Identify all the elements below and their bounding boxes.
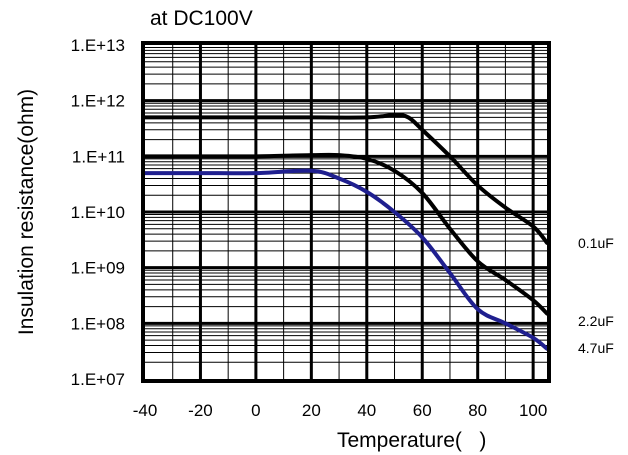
series-line-2.2uF bbox=[143, 152, 549, 316]
series-label-2.2uF: 2.2uF bbox=[578, 313, 614, 329]
x-tick-label: -40 bbox=[133, 401, 158, 420]
series-label-0.1uF: 0.1uF bbox=[578, 235, 614, 251]
y-tick-label: 1.E+13 bbox=[71, 36, 125, 55]
x-tick-label: 80 bbox=[468, 401, 487, 420]
y-tick-label: 1.E+10 bbox=[71, 203, 125, 222]
y-axis-title: Insulation resistance(ohm) bbox=[15, 89, 38, 335]
y-tick-label: 1.E+09 bbox=[71, 259, 125, 278]
y-tick-label: 1.E+07 bbox=[71, 370, 125, 389]
x-axis-title: Temperature( ) bbox=[337, 429, 486, 452]
chart-title: at DC100V bbox=[150, 7, 253, 30]
y-tick-label: 1.E+08 bbox=[71, 314, 125, 333]
x-tick-label: 60 bbox=[413, 401, 432, 420]
y-tick-label: 1.E+11 bbox=[72, 147, 125, 166]
y-tick-label: 1.E+12 bbox=[71, 92, 125, 111]
x-tick-label: -20 bbox=[188, 401, 213, 420]
series-label-4.7uF: 4.7uF bbox=[578, 340, 614, 356]
plot-frame bbox=[141, 41, 551, 383]
x-tick-label: 40 bbox=[357, 401, 376, 420]
series-line-0.1uF bbox=[143, 113, 549, 245]
grid bbox=[145, 45, 547, 379]
x-tick-label: 100 bbox=[519, 401, 547, 420]
tick-labels: -40 -20 0 20 40 60 80 100 1.E+07 1.E+08 1.E+09 1.E+… bbox=[71, 36, 548, 420]
x-tick-label: 20 bbox=[302, 401, 321, 420]
series-labels: 0.1uF 2.2uF 4.7uF bbox=[578, 235, 614, 356]
x-tick-label: 0 bbox=[251, 401, 260, 420]
series-line-4.7uF bbox=[143, 168, 549, 351]
series-group bbox=[143, 113, 549, 351]
